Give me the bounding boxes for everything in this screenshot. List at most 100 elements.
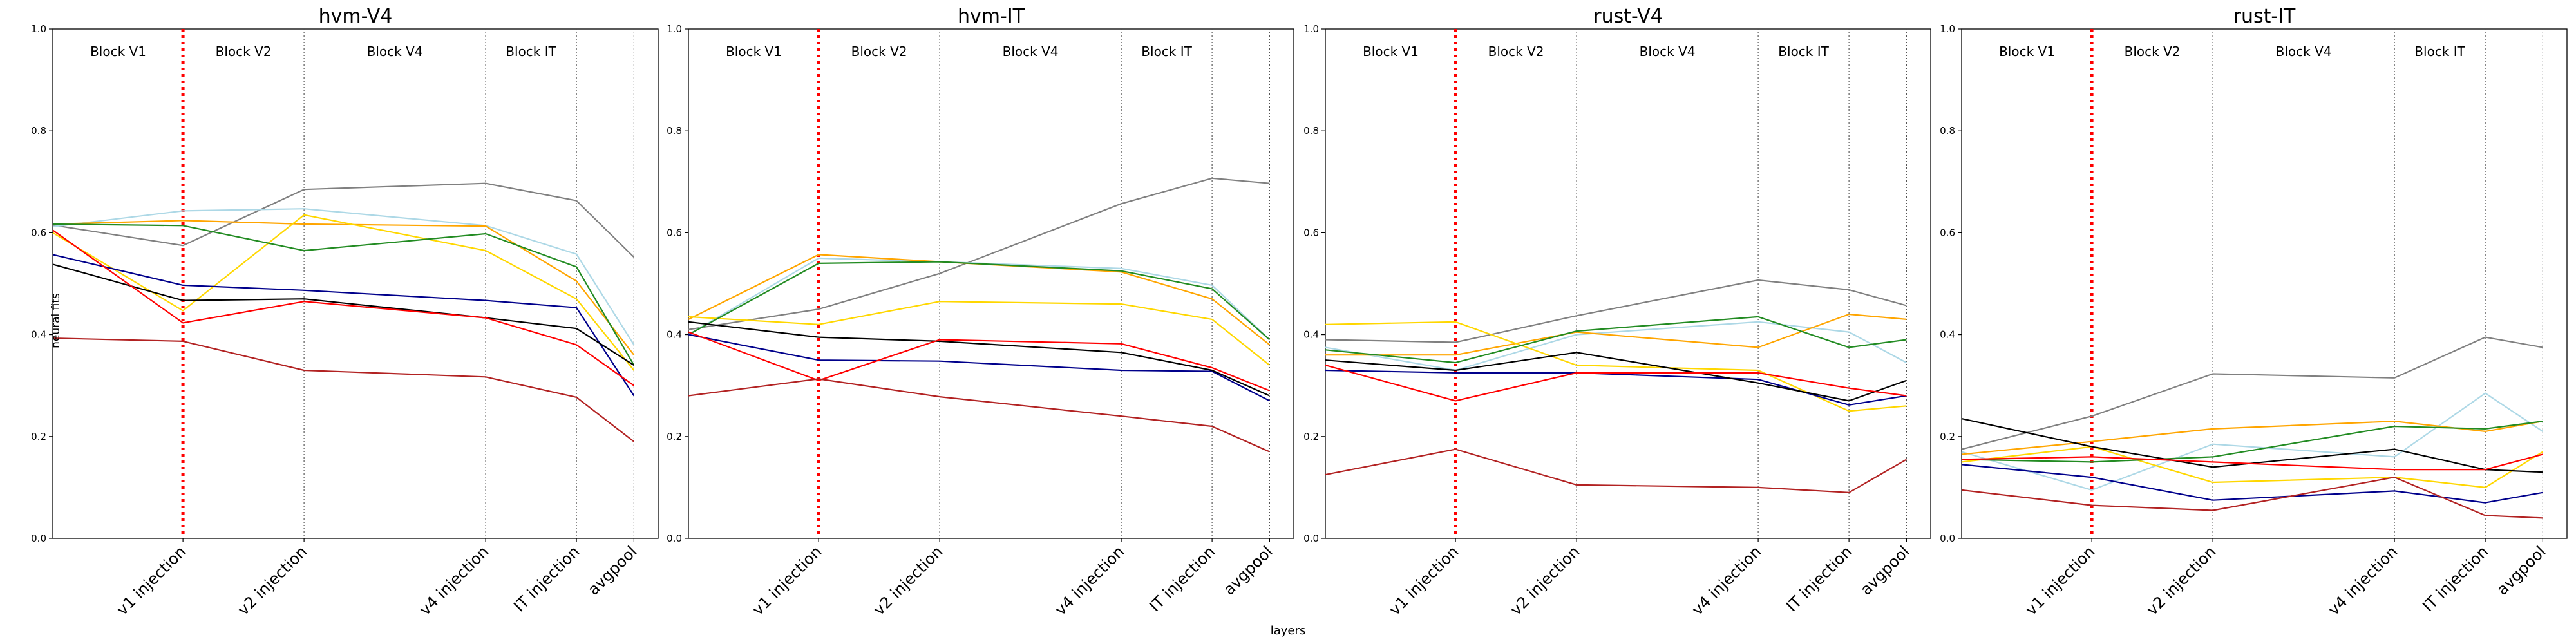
series-line-7 — [688, 321, 1270, 397]
y-tick-label: 0.0 — [667, 533, 682, 544]
series-line-7 — [1325, 352, 1907, 402]
x-tick-label: IT injection — [2419, 542, 2492, 615]
y-tick-label: 0.4 — [1303, 329, 1319, 341]
series-line-8 — [688, 331, 1270, 392]
axes-frame — [52, 28, 659, 539]
y-tick-label: 0.4 — [667, 329, 682, 341]
series-line-3 — [688, 254, 1271, 346]
axes-frame — [688, 28, 1294, 539]
series-line-5 — [688, 261, 1271, 341]
y-tick-label: 0.0 — [31, 533, 46, 544]
series-line-1 — [688, 177, 1270, 330]
y-tick-label: 0.6 — [1303, 227, 1319, 238]
series-line-6 — [52, 254, 635, 397]
block-label: Block V1 — [90, 44, 146, 59]
x-tick-label: IT injection — [1146, 542, 1218, 615]
chart-panels: hvm-V4 0.0 0.2 0.4 0.6 0.8 1.0 Block V1 Block V2… — [31, 5, 2568, 619]
x-tick-label: v2 injection — [2143, 542, 2220, 619]
y-tick-label: 0.6 — [31, 227, 46, 238]
axes-frame — [1961, 28, 2568, 539]
series-line-2 — [52, 208, 635, 345]
series-line-3 — [52, 220, 635, 355]
figure-ylabel: neural fits — [50, 293, 62, 348]
y-tick-label: 0.8 — [31, 125, 46, 137]
series-line-9 — [1961, 476, 2543, 519]
block-label: Block IT — [506, 44, 556, 59]
x-tick-label: v4 injection — [416, 542, 493, 619]
series-line-6 — [688, 334, 1270, 402]
block-label: Block V1 — [726, 44, 782, 59]
x-tick-label: IT injection — [510, 542, 583, 615]
y-tick-label: 1.0 — [1303, 23, 1319, 35]
block-label: Block V2 — [851, 44, 907, 59]
series-line-4 — [52, 214, 635, 371]
x-tick-label: v2 injection — [234, 542, 311, 619]
x-tick-label: v1 injection — [113, 542, 190, 619]
y-tick-label: 0.2 — [1940, 431, 1955, 442]
y-tick-label: 0.8 — [667, 125, 682, 137]
y-tick-label: 0.0 — [1940, 533, 1955, 544]
block-label: Block IT — [1141, 44, 1192, 59]
block-label: Block V2 — [2125, 44, 2181, 59]
series-line-9 — [688, 378, 1270, 453]
panel-title: rust-IT — [2233, 5, 2296, 28]
y-tick-label: 1.0 — [31, 23, 46, 35]
block-label: Block V1 — [1363, 44, 1419, 59]
y-tick-label: 0.4 — [1940, 329, 1955, 341]
block-label: Block V4 — [2276, 44, 2332, 59]
series-line-5 — [1961, 421, 2543, 463]
y-tick-label: 0.6 — [1940, 227, 1955, 238]
x-tick-label: v4 injection — [1689, 542, 1765, 619]
block-label: Block V4 — [1003, 44, 1059, 59]
x-tick-label: avgpool — [2493, 542, 2549, 598]
block-label: Block V4 — [367, 44, 423, 59]
series-line-9 — [1325, 448, 1907, 493]
x-tick-label: avgpool — [1220, 542, 1276, 598]
x-tick-label: v2 injection — [870, 542, 947, 619]
panel-title: hvm-V4 — [319, 5, 393, 28]
series-line-3 — [1961, 420, 2543, 455]
series-line-2 — [1961, 392, 2544, 491]
panel-rust-v4: rust-V4 0.0 0.2 0.4 0.6 0.8 1.0 Block V1 Block V… — [1303, 5, 1931, 619]
panel-title: rust-V4 — [1593, 5, 1662, 28]
panel-hvm-v4: hvm-V4 0.0 0.2 0.4 0.6 0.8 1.0 Block V1 Block V2… — [31, 5, 659, 619]
block-label: Block V1 — [1999, 44, 2055, 59]
x-tick-label: v1 injection — [1386, 542, 1463, 619]
y-tick-label: 0.2 — [1303, 431, 1319, 442]
series-line-8 — [1961, 453, 2543, 471]
y-tick-label: 1.0 — [1940, 23, 1955, 35]
series-line-6 — [1961, 464, 2543, 504]
y-tick-label: 0.0 — [1303, 533, 1319, 544]
y-tick-label: 1.0 — [667, 23, 682, 35]
series-line-8 — [1325, 365, 1907, 402]
x-tick-label: v4 injection — [1052, 542, 1128, 619]
series-line-1 — [52, 182, 635, 258]
block-label: Block V2 — [216, 44, 272, 59]
series-line-4 — [1961, 446, 2543, 489]
y-tick-label: 0.6 — [667, 227, 682, 238]
block-label: Block IT — [2414, 44, 2465, 59]
series-line-8 — [52, 229, 635, 386]
y-tick-label: 0.8 — [1940, 125, 1955, 137]
x-tick-label: v2 injection — [1507, 542, 1584, 619]
x-tick-label: v4 injection — [2325, 542, 2401, 619]
x-tick-label: IT injection — [1783, 542, 1855, 615]
series-line-6 — [1325, 369, 1907, 406]
block-label: Block IT — [1778, 44, 1829, 59]
series-line-4 — [688, 301, 1271, 366]
series-line-7 — [52, 263, 634, 366]
series-line-1 — [1325, 279, 1907, 343]
series-line-5 — [52, 223, 635, 366]
block-label: Block V4 — [1640, 44, 1696, 59]
x-tick-label: avgpool — [1857, 542, 1913, 598]
x-tick-label: v1 injection — [749, 542, 826, 619]
series-line-3 — [1325, 313, 1907, 356]
series-line-7 — [1961, 418, 2543, 473]
series-line-1 — [1961, 336, 2543, 450]
series-line-9 — [52, 337, 635, 442]
panel-hvm-it: hvm-IT 0.0 0.2 0.4 0.6 0.8 1.0 Block V1 Block V2… — [667, 5, 1294, 619]
figure-xlabel: layers — [1271, 624, 1306, 638]
series-line-2 — [688, 257, 1271, 341]
y-tick-label: 0.2 — [31, 431, 46, 442]
